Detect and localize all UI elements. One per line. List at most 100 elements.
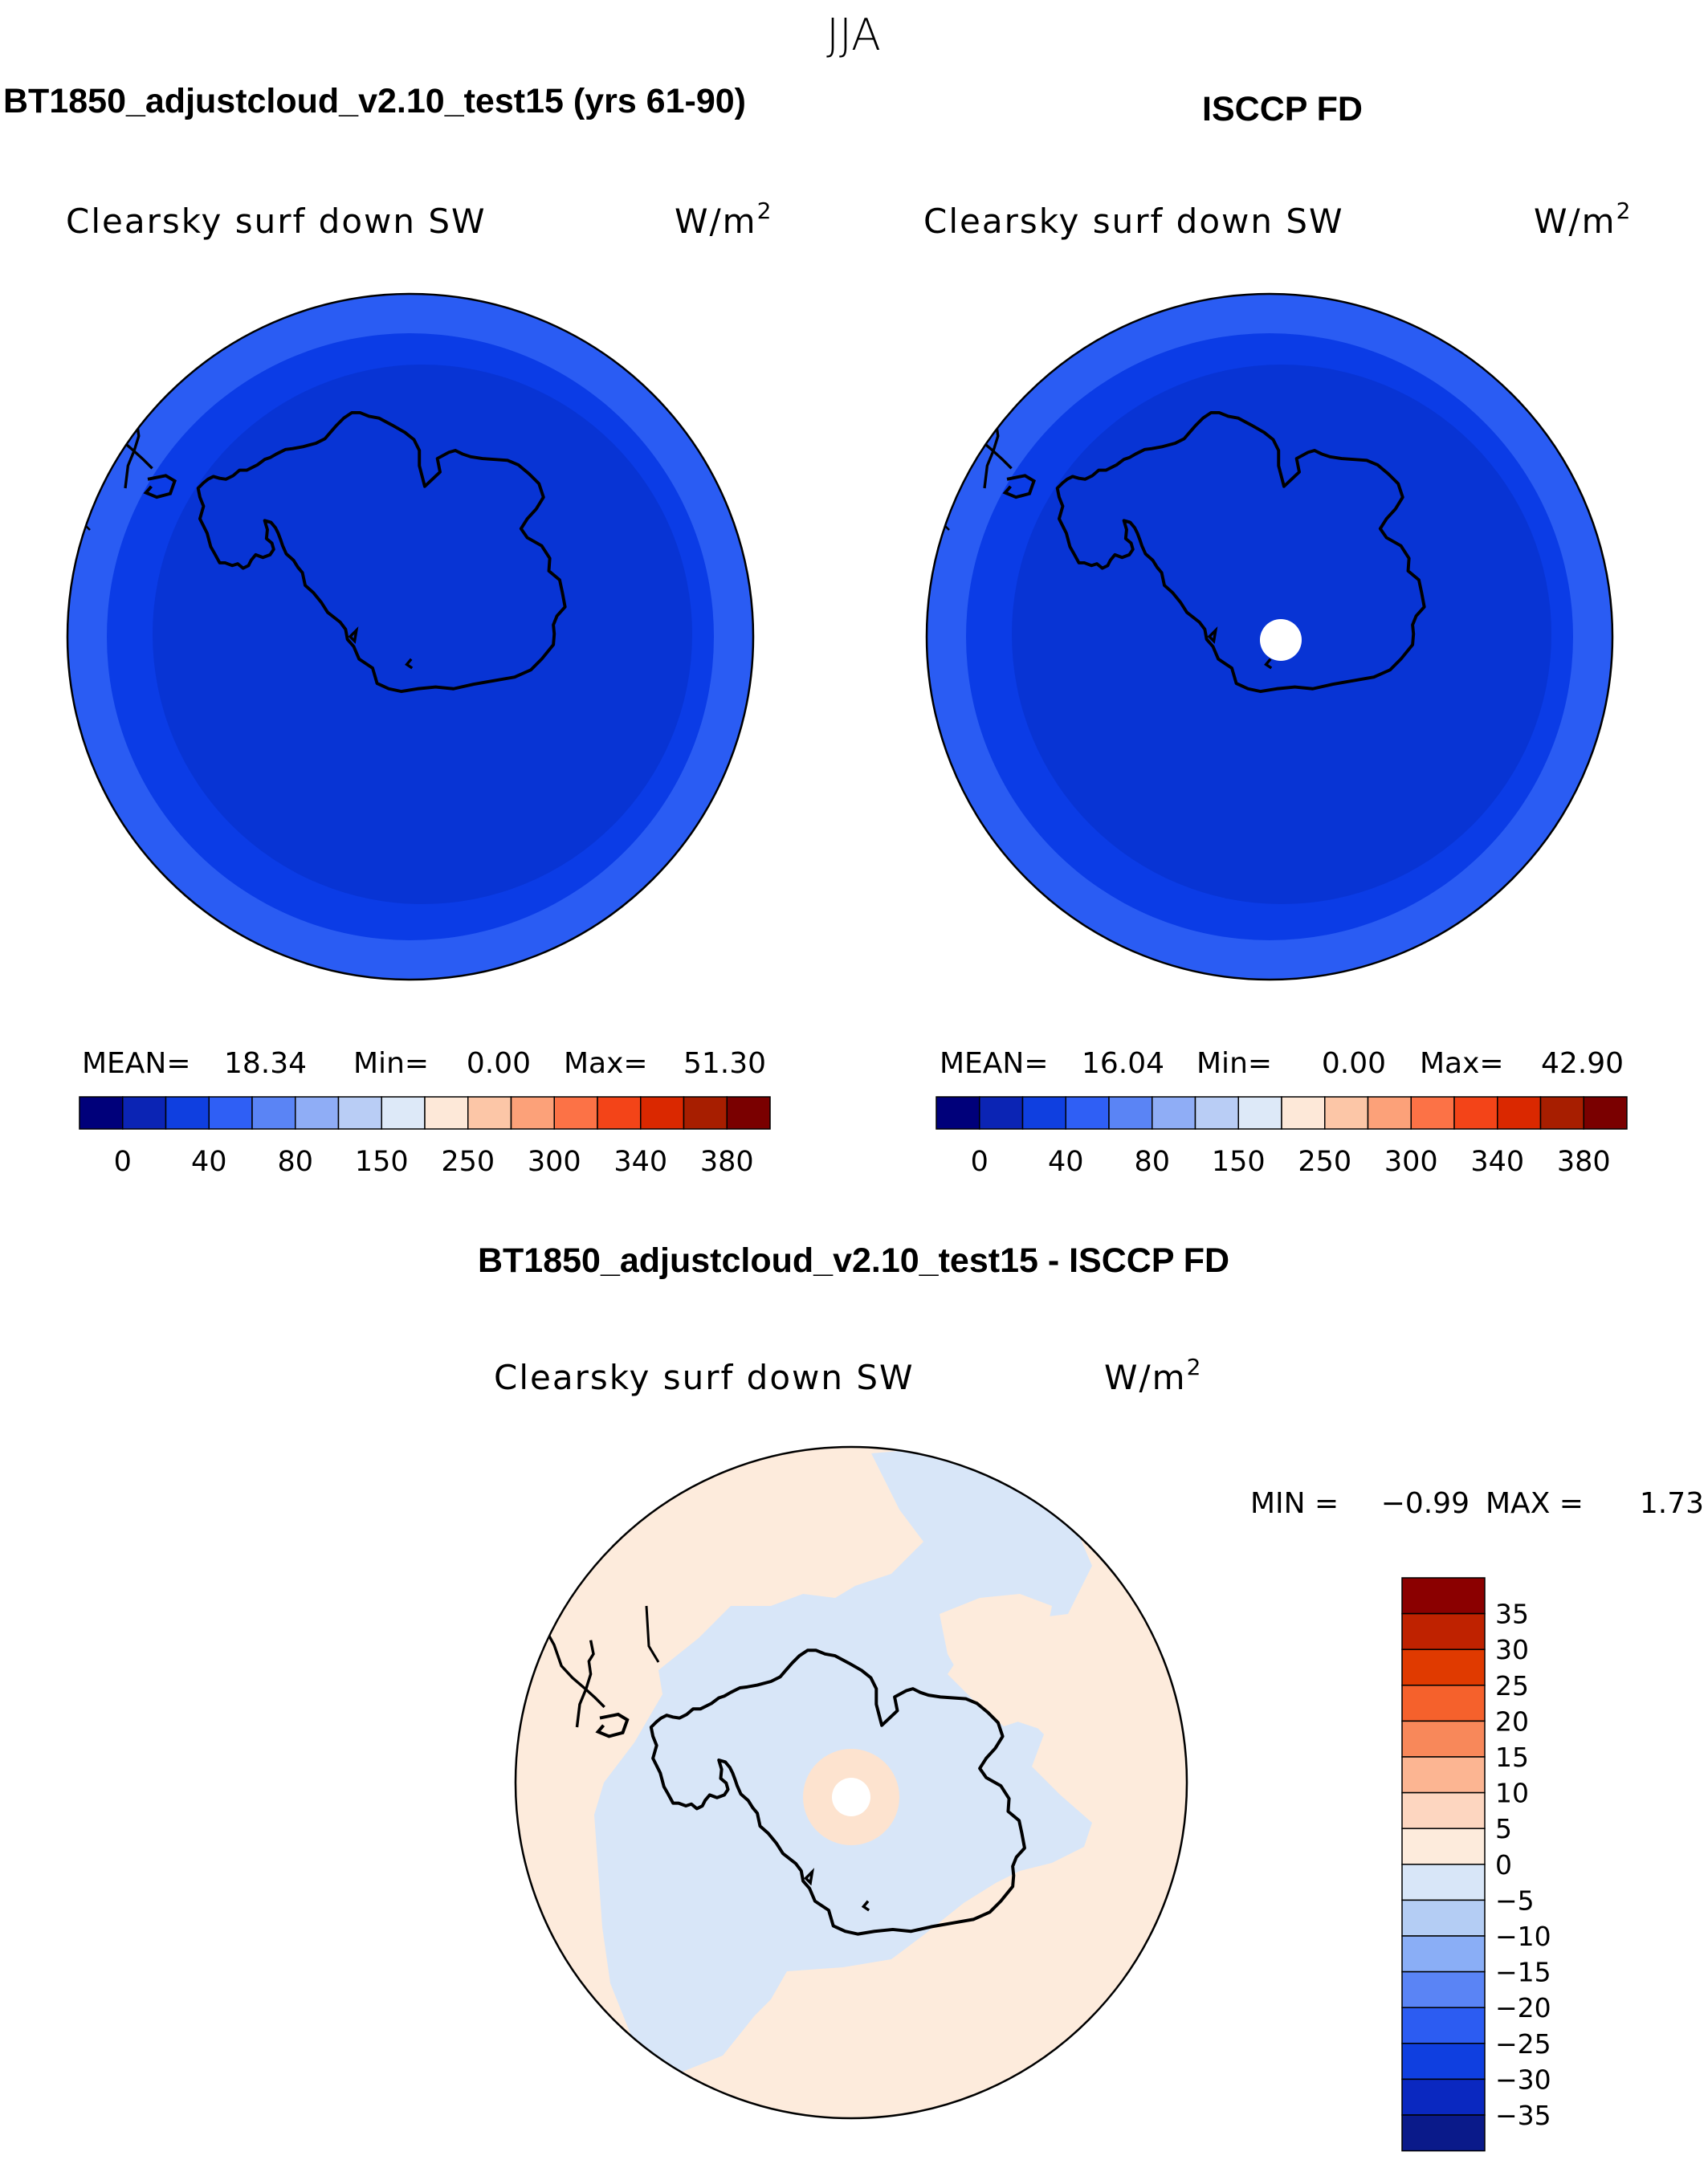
colorbar-swatch	[1453, 1096, 1498, 1130]
colorbar-swatch	[1401, 1899, 1486, 1937]
colorbar-tick-label: 150	[355, 1146, 409, 1178]
min-value: 0.00	[1322, 1047, 1386, 1080]
colorbar-swatch	[467, 1096, 512, 1130]
panel-title: BT1850_adjustcloud_v2.10_test15 (yrs 61-…	[3, 82, 746, 120]
colorbar-swatch	[1410, 1096, 1455, 1130]
mean-label: MEAN=	[940, 1047, 1049, 1080]
colorbar-swatch	[1401, 1648, 1486, 1686]
colorbar-tick-label: 340	[613, 1146, 667, 1178]
colorbar-swatch	[1401, 1685, 1486, 1722]
panel-title: BT1850_adjustcloud_v2.10_test15 - ISCCP …	[478, 1241, 1229, 1280]
colorbar-swatch	[1108, 1096, 1153, 1130]
colorbar-tick-label: 380	[700, 1146, 754, 1178]
colorbar-tick-label: −30	[1495, 2064, 1551, 2095]
max-label: Max=	[1420, 1047, 1504, 1080]
contour-positive-patch	[940, 1594, 1056, 1730]
colorbar-swatch	[251, 1096, 296, 1130]
colorbar-swatch	[208, 1096, 253, 1130]
min-label: Min=	[1196, 1047, 1272, 1080]
colorbar-tick-label: −10	[1495, 1921, 1551, 1952]
colorbar-swatch	[1401, 1935, 1486, 1973]
colorbar-swatch	[1401, 2043, 1486, 2080]
colorbar-swatch	[1539, 1096, 1584, 1130]
colorbar-swatch	[1194, 1096, 1239, 1130]
panel-subtitle: Clearsky surf down SW	[66, 202, 487, 241]
min-label: MIN =	[1250, 1487, 1339, 1520]
max-value: 51.30	[683, 1047, 766, 1080]
colorbar-swatch	[597, 1096, 642, 1130]
colorbar-swatch	[1281, 1096, 1326, 1130]
colorbar: 0 40 80 150 250 300 340 380	[79, 1096, 771, 1178]
colorbar-swatch	[510, 1096, 555, 1130]
pole-missing-data	[1260, 619, 1302, 661]
stats-line: MEAN= 16.04 Min= 0.00 Max= 42.90	[940, 1047, 1624, 1080]
colorbar-swatch	[1237, 1096, 1282, 1130]
units-exponent: 2	[1187, 1354, 1203, 1380]
colorbar-swatch	[1401, 1828, 1486, 1865]
colorbar-swatch	[165, 1096, 210, 1130]
colorbar-swatch	[936, 1096, 980, 1130]
colorbar-swatch	[1401, 1756, 1486, 1794]
colorbar-tick-label: 0	[1495, 1849, 1512, 1881]
colorbar-tick-label: −20	[1495, 1992, 1551, 2023]
colorbar-swatch	[337, 1096, 382, 1130]
contour-inner-disk	[153, 365, 692, 904]
panel-subtitle: Clearsky surf down SW	[923, 202, 1344, 241]
units-text: W/m	[1104, 1358, 1187, 1397]
units-exponent: 2	[757, 198, 773, 224]
colorbar-swatch	[79, 1096, 124, 1130]
mean-value: 18.34	[224, 1047, 307, 1080]
colorbar-tick-label: 150	[1212, 1146, 1266, 1178]
colorbar-swatch	[1021, 1096, 1066, 1130]
colorbar-tick-label: −35	[1495, 2100, 1551, 2131]
colorbar-swatch	[295, 1096, 340, 1130]
colorbar-tick-label: 25	[1495, 1670, 1529, 1701]
colorbar-tick-label: −15	[1495, 1957, 1551, 1988]
colorbar-swatch	[1401, 1612, 1486, 1650]
colorbar-swatch	[640, 1096, 685, 1130]
units-text: W/m	[1534, 202, 1616, 241]
colorbar-tick-label: 15	[1495, 1742, 1529, 1773]
colorbar-tick-label: 300	[1384, 1146, 1438, 1178]
colorbar-tick-label: 300	[528, 1146, 581, 1178]
colorbar-tick-label: 30	[1495, 1634, 1529, 1665]
colorbar-swatch	[1401, 2114, 1486, 2152]
map-boundary	[514, 1445, 1188, 2120]
colorbar-swatch	[1401, 2007, 1486, 2044]
colorbar: 35 30 25 20 15 10 5 0 −5 −10 −15 −20 −25 −30 −35	[1401, 1577, 1551, 2152]
panel-model: BT1850_adjustcloud_v2.10_test15 (yrs 61-…	[3, 82, 773, 1178]
colorbar-swatch	[726, 1096, 771, 1130]
panel-units: W/m2	[1534, 198, 1632, 241]
map-field	[927, 294, 1612, 980]
units-exponent: 2	[1616, 198, 1633, 224]
panel-title: ISCCP FD	[1202, 90, 1363, 128]
max-value: 42.90	[1541, 1047, 1624, 1080]
colorbar-tick-label: 80	[1134, 1146, 1170, 1178]
min-label: Min=	[353, 1047, 429, 1080]
colorbar-tick-label: 40	[191, 1146, 227, 1178]
colorbar-swatch	[381, 1096, 426, 1130]
colorbar-tick-label: 40	[1048, 1146, 1084, 1178]
colorbar-swatch	[1401, 1791, 1486, 1829]
colorbar-tick-label: 250	[1298, 1146, 1351, 1178]
colorbar-swatch	[1401, 1720, 1486, 1758]
max-label: Max=	[564, 1047, 648, 1080]
min-value: −0.99	[1381, 1487, 1470, 1520]
season-title: JJA	[826, 10, 881, 60]
colorbar-swatch	[1497, 1096, 1542, 1130]
colorbar-swatch	[424, 1096, 469, 1130]
panel-subtitle: Clearsky surf down SW	[494, 1358, 915, 1397]
panel-units: W/m2	[1104, 1354, 1202, 1397]
stats-line: MIN = −0.99 MAX = 1.73	[1250, 1487, 1704, 1520]
colorbar-swatch	[1367, 1096, 1412, 1130]
colorbar-tick-label: −5	[1495, 1885, 1535, 1916]
colorbar-swatch	[1065, 1096, 1110, 1130]
colorbar-swatch	[553, 1096, 598, 1130]
map-field	[516, 1447, 1187, 2118]
max-value: 1.73	[1640, 1487, 1704, 1520]
colorbar-swatch	[683, 1096, 728, 1130]
colorbar-swatch	[122, 1096, 167, 1130]
colorbar-tick-label: 250	[441, 1146, 495, 1178]
map-boundary	[925, 292, 1614, 981]
colorbar: 0 40 80 150 250 300 340 380	[936, 1096, 1628, 1178]
